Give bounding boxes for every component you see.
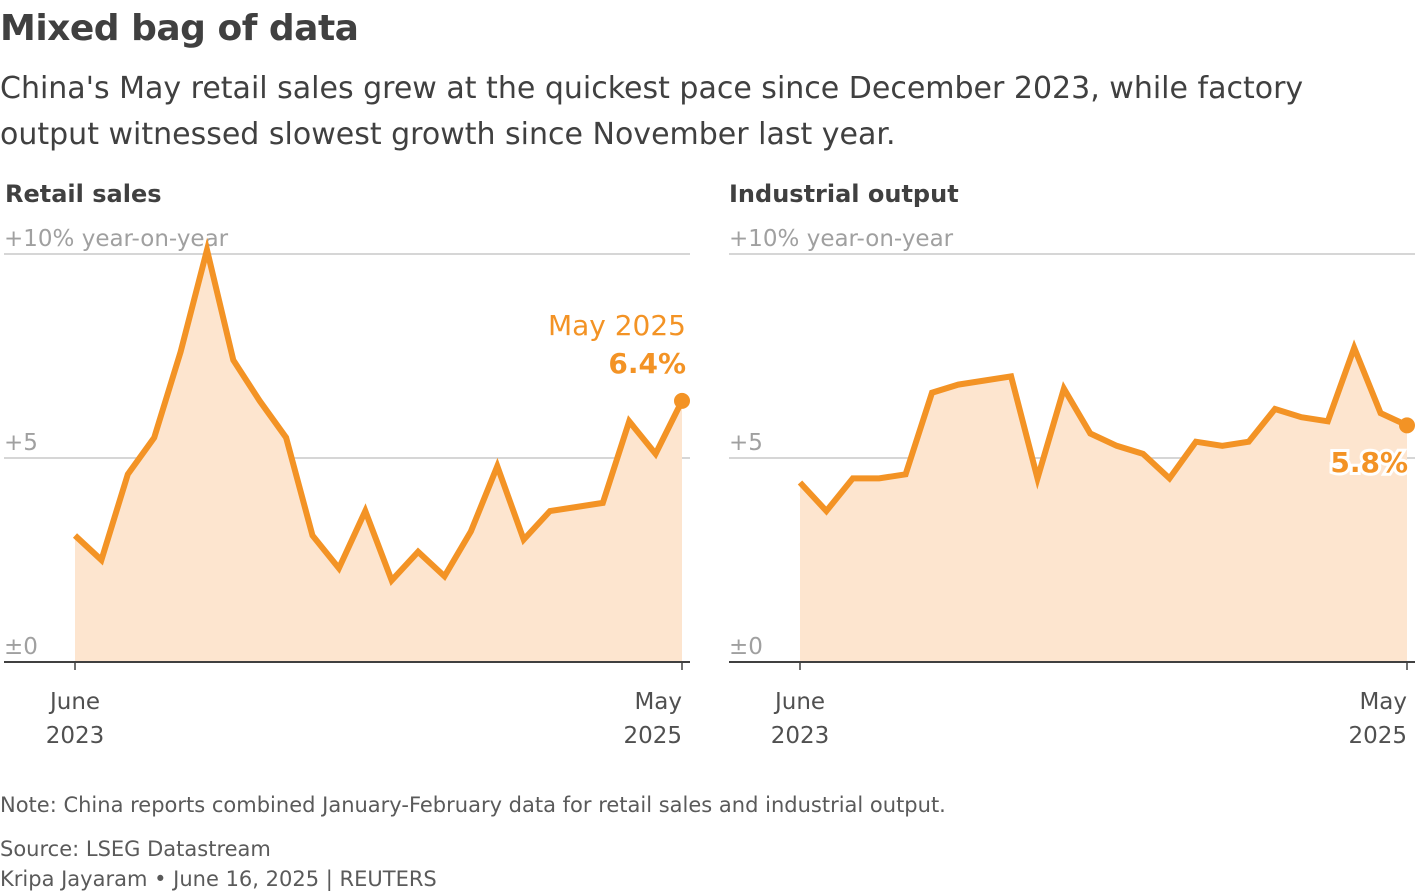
data-point — [982, 378, 988, 384]
data-point — [1061, 386, 1067, 392]
x-label-start-year: 2023 — [771, 723, 830, 749]
x-label-start-year: 2023 — [46, 723, 105, 749]
data-point — [494, 463, 500, 469]
data-point — [626, 418, 632, 424]
data-point — [257, 398, 263, 404]
data-point — [125, 471, 131, 477]
data-point — [1272, 406, 1278, 412]
data-point — [521, 537, 527, 543]
data-point — [547, 508, 553, 514]
data-point — [310, 533, 316, 539]
y-tick-label: +10% year-on-year — [4, 226, 229, 252]
annotation-label: May 2025 — [548, 309, 686, 342]
data-point — [1351, 345, 1357, 351]
data-point — [573, 504, 579, 510]
x-label-end-month: May — [1359, 689, 1407, 715]
data-point — [903, 471, 909, 477]
y-tick-label: ±0 — [729, 634, 763, 660]
data-point — [204, 247, 210, 253]
x-label-start-month: June — [773, 689, 825, 715]
source-line: Source: LSEG Datastream — [0, 837, 271, 861]
charts-canvas: Retail sales +10% year-on-year +5 ±0 May 202… — [4, 180, 1415, 749]
annotation-value: 6.4% — [608, 347, 686, 380]
data-point — [415, 549, 421, 555]
data-point — [1035, 475, 1041, 481]
end-point-marker — [674, 392, 690, 409]
data-point — [653, 451, 659, 457]
data-point — [600, 500, 606, 506]
data-point — [283, 435, 289, 441]
data-point — [955, 382, 961, 388]
data-point — [797, 480, 803, 486]
x-label-end-month: May — [634, 689, 682, 715]
data-point — [929, 390, 935, 396]
y-tick-label: +5 — [729, 430, 763, 456]
data-point — [1140, 451, 1146, 457]
data-point — [876, 475, 882, 481]
data-point — [1193, 439, 1199, 445]
annotation-value: 5.8% — [1330, 446, 1408, 479]
chart-subtitle: China's May retail sales grew at the qui… — [0, 71, 1304, 152]
data-point — [1298, 414, 1304, 420]
data-point — [850, 475, 856, 481]
x-label-end-year: 2025 — [623, 723, 682, 749]
chart-title: Mixed bag of data — [0, 8, 359, 49]
x-label-start-month: June — [48, 689, 100, 715]
data-point — [98, 557, 104, 563]
footnote: Note: China reports combined January-Feb… — [0, 793, 946, 817]
data-point — [72, 533, 78, 539]
panel-title: Industrial output — [729, 180, 959, 208]
data-point — [336, 565, 342, 571]
data-point — [178, 349, 184, 355]
data-point — [362, 508, 368, 514]
data-point — [1114, 443, 1120, 449]
area-fill — [800, 347, 1407, 662]
data-point — [1378, 410, 1384, 416]
end-point-marker — [1399, 417, 1415, 434]
data-point — [468, 528, 474, 534]
data-point — [1008, 373, 1014, 379]
data-point — [1325, 418, 1331, 424]
data-point — [151, 435, 157, 441]
area-fill — [75, 249, 682, 662]
data-point — [1087, 431, 1093, 437]
data-point — [823, 508, 829, 514]
y-tick-label: ±0 — [4, 634, 38, 660]
y-tick-label: +10% year-on-year — [729, 226, 954, 252]
data-point — [442, 573, 448, 579]
chart-panel-retail-sales: Retail sales +10% year-on-year +5 ±0 May 202… — [4, 180, 690, 749]
series-line — [797, 339, 1409, 516]
chart-panel-industrial-output: Industrial output +10% year-on-year +5 ±0 5.… — [729, 180, 1415, 749]
credit-line: Kripa Jayaram • June 16, 2025 | REUTERS — [0, 867, 437, 891]
data-point — [1246, 439, 1252, 445]
data-point — [389, 577, 395, 583]
x-label-end-year: 2025 — [1348, 723, 1407, 749]
data-point — [1219, 443, 1225, 449]
data-point — [1167, 475, 1173, 481]
panel-title: Retail sales — [5, 180, 162, 208]
data-point — [230, 357, 236, 363]
series-line — [72, 237, 685, 586]
y-tick-label: +5 — [4, 430, 38, 456]
